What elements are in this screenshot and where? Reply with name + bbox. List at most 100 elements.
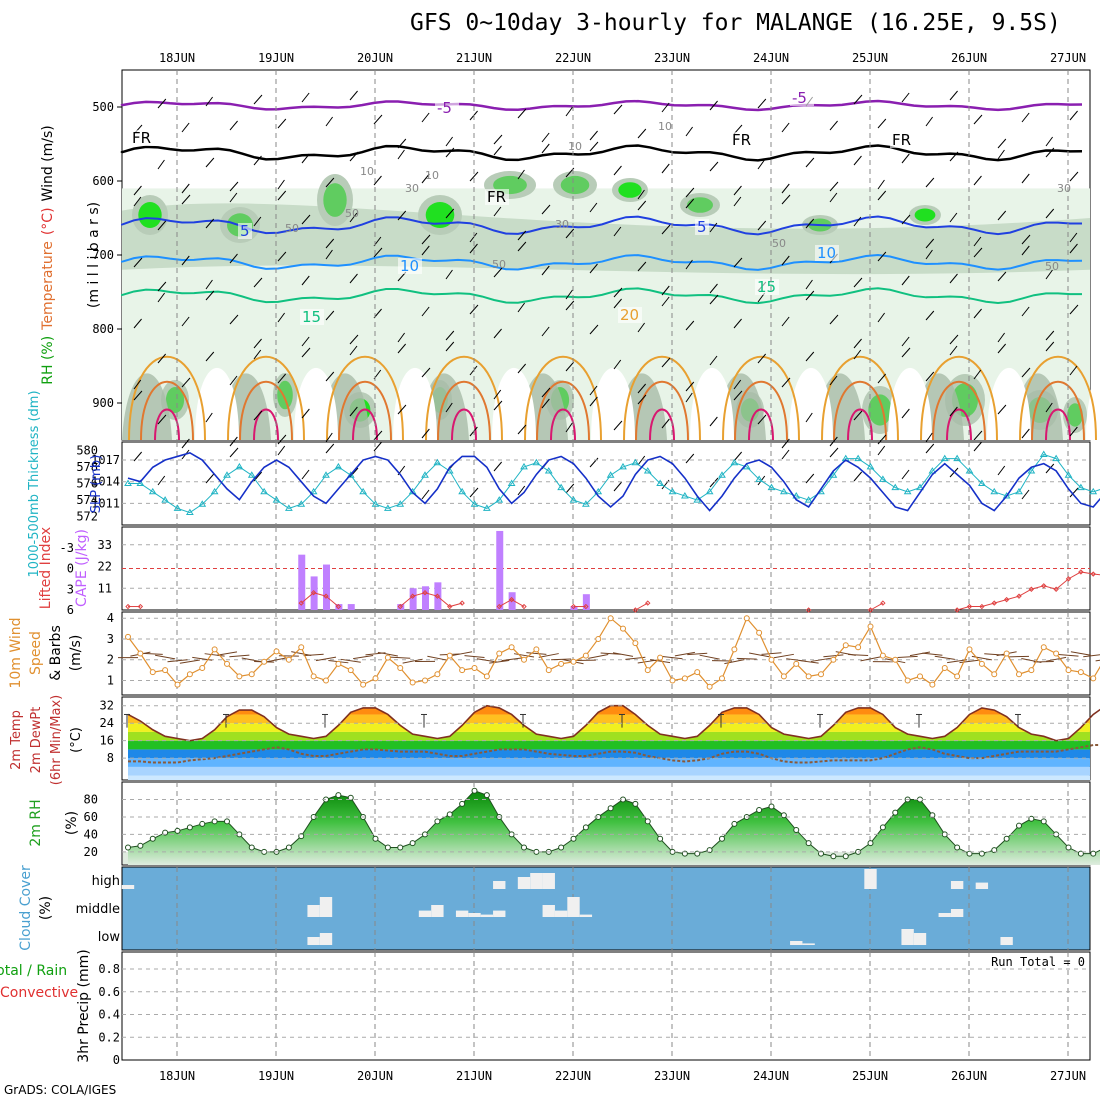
wind-barb	[205, 279, 213, 290]
wind-barb	[637, 200, 647, 211]
label-bg	[695, 219, 709, 235]
rh-blob-inner	[138, 202, 162, 228]
wind10m-speed-line-point	[125, 633, 131, 640]
rh-label: 10	[658, 120, 672, 133]
rh-line-point	[1053, 831, 1060, 838]
lifted-point	[323, 593, 329, 599]
wind10m-speed-line-point	[471, 665, 478, 672]
rh-blob-inner	[425, 202, 455, 228]
cape-ylabel: CAPE (J/kg)	[74, 529, 90, 607]
wind-barb	[877, 251, 887, 262]
wind-tick: 4	[107, 611, 114, 625]
cloud-high-bar	[975, 882, 989, 889]
thickness-line-point	[953, 454, 962, 462]
wind-barb	[229, 375, 238, 386]
wind-barb	[205, 96, 214, 107]
wind10m-speed-line-point	[830, 656, 837, 663]
wind10m-speed-line-point	[1003, 650, 1010, 657]
bottom-date-label: 20JUN	[357, 1069, 393, 1083]
thickness-line-point	[767, 483, 776, 491]
rh-label: 10	[425, 169, 439, 182]
thickness-line-point	[161, 496, 170, 503]
wind10m-barb	[142, 652, 163, 655]
wind-barb	[901, 347, 911, 358]
isotherm-20-loop	[425, 355, 503, 441]
ylabel-part: RH (%)	[40, 336, 56, 385]
bottom-date-label: 19JUN	[258, 1069, 294, 1083]
wind-barb	[613, 420, 623, 431]
precip-tick: 0	[113, 1053, 120, 1067]
wind-barb	[757, 220, 767, 231]
thickness-line-point	[940, 454, 949, 462]
bottom-date-label: 18JUN	[159, 1069, 195, 1083]
wind-barb	[445, 330, 455, 341]
wind-barb	[325, 249, 333, 260]
wind-barb	[1069, 487, 1079, 498]
ua-ylabel-units: (m i l l i b a r s)	[86, 202, 102, 308]
wind10m-barb	[204, 653, 225, 657]
thickness-line-point	[433, 458, 442, 466]
isotherm-label: -5	[437, 99, 452, 117]
rh-line-point	[570, 835, 577, 842]
cloud-middle-bar	[455, 910, 469, 917]
wind-barb	[421, 245, 430, 256]
lifted-point	[409, 593, 416, 599]
wind-barb	[973, 175, 982, 186]
wind-barb	[229, 181, 239, 192]
wind-barb	[733, 318, 742, 329]
wind-barb	[1021, 489, 1030, 500]
cape-bar	[335, 604, 343, 610]
thickness-tick: 576	[76, 477, 98, 491]
cloud-low-bar	[790, 941, 803, 945]
wind10m-barb	[476, 658, 497, 663]
wind-barb	[181, 255, 190, 266]
wind10m-speed-line-point	[323, 677, 329, 684]
wind10m-speed-line-point	[186, 671, 193, 678]
isotherm-label: 5	[697, 218, 707, 236]
wind-tick: 3	[107, 632, 114, 646]
wind-barb	[925, 443, 935, 454]
wind10m-speed-line-point	[1065, 667, 1072, 674]
wind-barb	[997, 149, 1005, 160]
wind-barb	[805, 412, 813, 423]
wind10m-speed-line-point	[879, 652, 886, 659]
wind-barb	[997, 210, 1007, 221]
lifted-point	[1041, 583, 1047, 589]
wind10m-speed-line-point	[261, 658, 268, 665]
wind-barb	[469, 232, 478, 243]
panel-frame-pr	[121, 951, 1091, 1061]
wind10m-barb	[897, 655, 918, 659]
cape-bar	[323, 564, 330, 610]
thickness-line-point	[705, 487, 714, 495]
wind-barb	[877, 445, 886, 456]
thickness-line-point	[421, 471, 429, 478]
precip-legend-total: Total / Rain	[0, 963, 67, 979]
temp-ylabel-1: 2m Temp	[9, 710, 24, 770]
bottom-date-label: 27JUN	[1050, 1069, 1086, 1083]
rh-label: 10	[360, 165, 374, 178]
cloud-level-label: low	[98, 930, 121, 945]
label-bg	[300, 309, 324, 325]
wind10m-barb	[612, 652, 634, 657]
wind10m-speed-line-point	[978, 660, 985, 667]
wind-barb	[637, 189, 645, 200]
wind-barb	[1069, 365, 1078, 376]
wind-barb	[445, 136, 454, 147]
rh-line-point	[285, 844, 292, 851]
wind-barb	[1021, 428, 1030, 439]
cape-bar	[409, 588, 417, 610]
wind-barb	[349, 345, 358, 356]
thickness-tick: 580	[76, 443, 98, 457]
thickness-line-point	[891, 483, 900, 491]
wind-barb	[229, 192, 238, 203]
wind-barb	[589, 396, 598, 407]
wind10m-speed-line-point	[459, 667, 466, 674]
wind-barb	[325, 310, 335, 321]
wind10m-speed-line-point	[508, 644, 515, 651]
temp-tick: 24	[100, 716, 114, 730]
wind-barb	[973, 114, 983, 125]
wind-barb	[421, 173, 430, 184]
wind10m-barb	[1095, 659, 1100, 662]
wind-barb	[157, 281, 167, 292]
top-date-label: 20JUN	[357, 51, 393, 65]
